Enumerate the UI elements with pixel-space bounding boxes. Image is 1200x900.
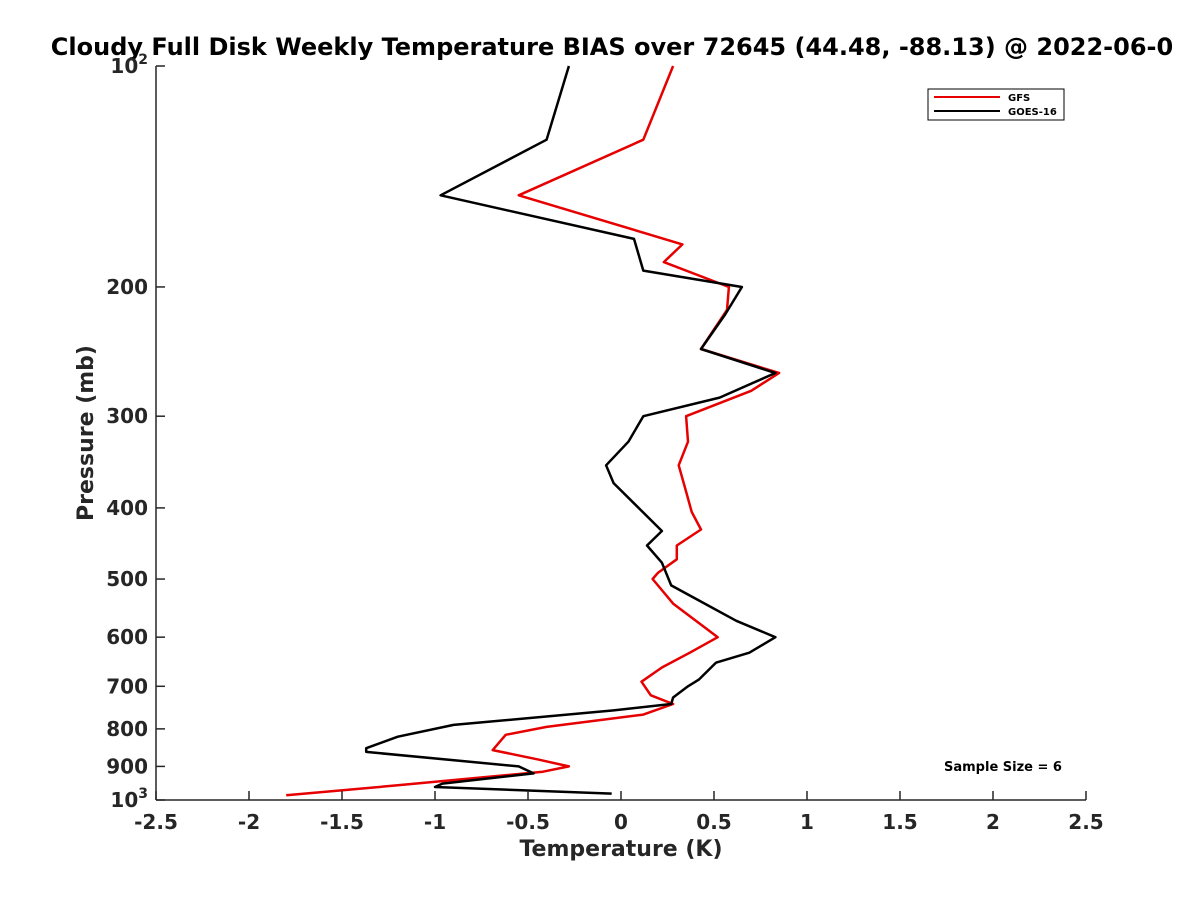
x-tick-label: 0 — [614, 810, 628, 834]
x-tick-label: 1 — [800, 810, 814, 834]
x-ticks-group: -2.5 -2 -1.5 -1 -0.5 0 0.5 1 1.5 2 2.5 — [134, 791, 1104, 834]
y-tick-label: 300 — [106, 404, 148, 428]
x-tick-label: 0.5 — [696, 810, 731, 834]
y-ticks-group: 102 200 300 400 500 600 700 800 900 103 — [106, 52, 165, 812]
y-tick-label: 200 — [106, 275, 148, 299]
y-tick-label: 400 — [106, 496, 148, 520]
plot-lines-group — [286, 65, 781, 797]
x-tick-label: -2 — [238, 810, 260, 834]
x-tick-label: 2.5 — [1068, 810, 1103, 834]
series-line-goes-16 — [364, 65, 777, 795]
x-axis-label: Temperature (K) — [519, 837, 722, 862]
x-tick-label: 2 — [986, 810, 1000, 834]
plot-area — [156, 66, 1086, 800]
y-tick-label: 700 — [106, 674, 148, 698]
x-tick-label: 1.5 — [882, 810, 917, 834]
y-tick-label: 800 — [106, 717, 148, 741]
x-tick-label: -1.5 — [320, 810, 364, 834]
legend-label-gfs: GFS — [1008, 93, 1030, 104]
legend-label-goes-16: GOES-16 — [1008, 107, 1057, 118]
chart-title: Cloudy Full Disk Weekly Temperature BIAS… — [51, 33, 1173, 61]
y-tick-label: 900 — [106, 754, 148, 778]
sample-size-annotation: Sample Size = 6 — [944, 760, 1062, 775]
y-tick-label: 500 — [106, 567, 148, 591]
y-tick-label: 600 — [106, 625, 148, 649]
legend: GFS GOES-16 — [927, 88, 1065, 121]
legend-box — [927, 88, 1065, 121]
x-tick-label: -0.5 — [506, 810, 550, 834]
y-tick-label: 102 — [110, 52, 148, 78]
y-tick-label: 103 — [110, 786, 148, 812]
series-line-gfs — [286, 65, 781, 797]
x-tick-label: -1 — [424, 810, 446, 834]
x-tick-label: -2.5 — [134, 810, 178, 834]
y-axis-label: Pressure (mb) — [74, 345, 99, 521]
